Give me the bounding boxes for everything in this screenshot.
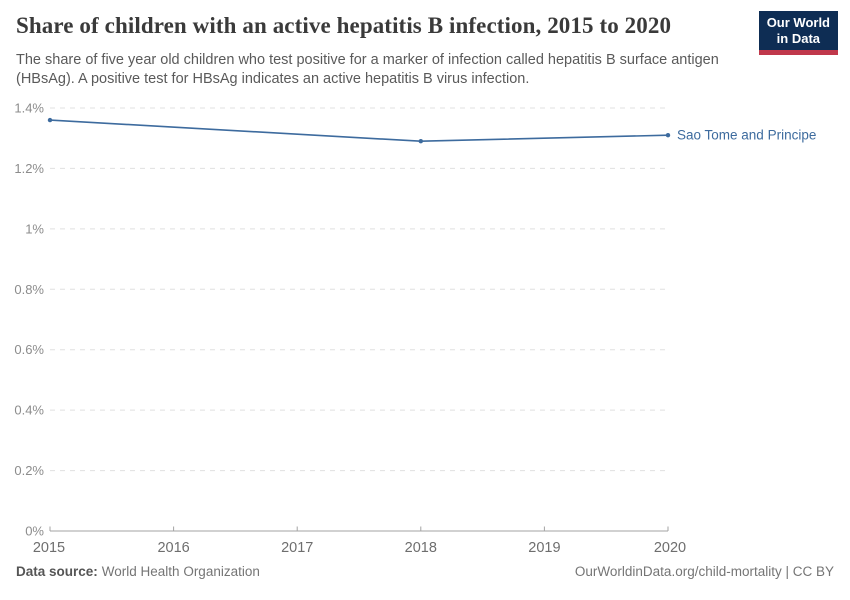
owid-logo[interactable]: Our World in Data <box>758 11 838 55</box>
y-axis-tick-label: 1% <box>25 221 44 236</box>
data-point-2018[interactable] <box>418 139 423 144</box>
x-axis-tick-label: 2015 <box>33 540 65 556</box>
x-axis-tick-label: 2017 <box>281 540 313 556</box>
series-line[interactable] <box>49 119 669 143</box>
page-title: Share of children with an active hepatit… <box>16 13 672 38</box>
y-axis-tick-label: 0.8% <box>14 282 44 297</box>
x-axis-tick-label: 2019 <box>528 540 560 556</box>
y-axis-tick-label: 0% <box>25 524 44 539</box>
data-source: Data source: World Health Organization <box>16 564 260 579</box>
x-axis-tick-label: 2020 <box>654 540 686 556</box>
y-axis-tick-label: 0.2% <box>14 463 44 478</box>
attribution-link[interactable]: OurWorldinData.org/child-mortality | CC … <box>574 564 834 579</box>
y-axis-tick-label: 0.6% <box>14 342 44 357</box>
chart-footer: Data source: World Health Organization Ou… <box>16 564 834 579</box>
owid-logo-line1: Our World <box>766 15 830 30</box>
y-axis-tick-label: 1.4% <box>14 101 44 116</box>
y-axis-tick-label: 0.4% <box>14 403 44 418</box>
x-axis-tick-label: 2018 <box>405 540 437 556</box>
x-axis-tick-label: 2016 <box>157 540 189 556</box>
data-source-label: Data source: <box>16 564 98 579</box>
data-point-2015[interactable] <box>47 117 53 123</box>
y-axis-tick-label: 1.2% <box>14 161 44 176</box>
data-point-2020[interactable] <box>665 132 671 138</box>
owid-logo-line2: in Data <box>776 31 821 46</box>
series-label[interactable]: Sao Tome and Principe <box>677 128 816 143</box>
chart-subtitle: The share of five year old children who … <box>16 52 719 87</box>
data-source-value: World Health Organization <box>101 564 260 579</box>
